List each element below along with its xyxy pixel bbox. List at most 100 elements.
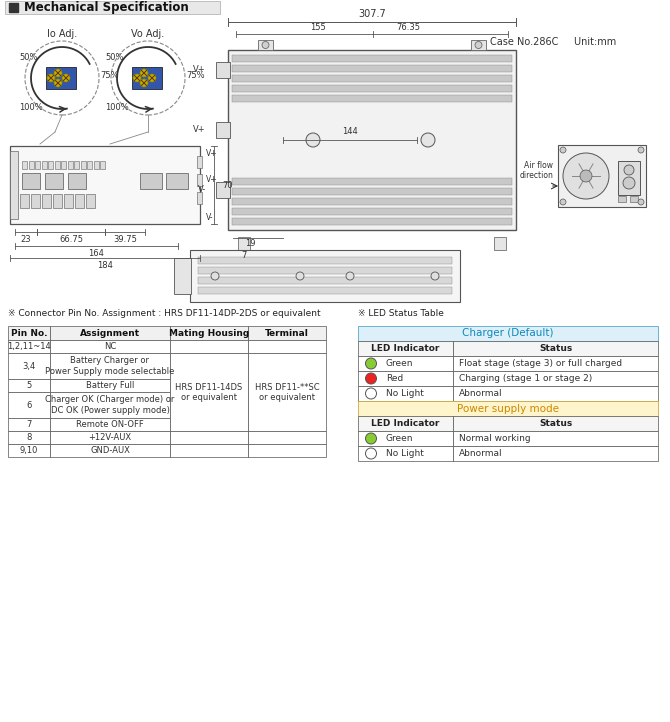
Bar: [216, 182, 230, 198]
Text: Power supply mode: Power supply mode: [457, 404, 559, 414]
Bar: [8, 326, 50, 340]
Bar: [216, 62, 230, 78]
Text: direction: direction: [519, 172, 553, 180]
Text: or equivalent: or equivalent: [181, 393, 237, 401]
Circle shape: [296, 272, 304, 280]
Text: 50%: 50%: [19, 53, 38, 62]
Text: V-: V-: [198, 186, 206, 194]
Bar: [453, 341, 658, 356]
Bar: [453, 386, 658, 401]
Bar: [198, 267, 452, 274]
Bar: [248, 353, 326, 431]
Bar: [471, 40, 486, 50]
Bar: [140, 173, 162, 189]
Text: Abnormal: Abnormal: [459, 389, 502, 398]
Text: LED Indicator: LED Indicator: [371, 344, 440, 353]
Bar: [68, 161, 72, 169]
Text: or equivalent: or equivalent: [259, 393, 315, 401]
Bar: [198, 287, 452, 294]
Text: Mating Housing: Mating Housing: [169, 329, 249, 337]
Bar: [35, 161, 40, 169]
Bar: [53, 194, 62, 208]
Bar: [197, 174, 202, 186]
Text: Red: Red: [386, 374, 403, 383]
Bar: [50, 379, 170, 392]
Text: 9,10: 9,10: [20, 446, 38, 455]
Bar: [190, 250, 460, 302]
Bar: [358, 431, 453, 446]
Text: Assignment: Assignment: [80, 329, 140, 337]
Text: 144: 144: [342, 128, 358, 136]
Bar: [5, 1, 220, 14]
Text: Air flow: Air flow: [524, 162, 553, 170]
Bar: [358, 341, 453, 356]
Text: 5: 5: [26, 381, 31, 390]
Bar: [630, 196, 638, 202]
Text: Status: Status: [539, 344, 572, 353]
Text: LED Indicator: LED Indicator: [371, 419, 440, 428]
Bar: [50, 418, 170, 431]
Circle shape: [306, 133, 320, 147]
Circle shape: [62, 74, 70, 82]
Text: 7: 7: [26, 420, 31, 429]
Bar: [9, 3, 18, 12]
Circle shape: [140, 79, 148, 87]
Text: Charger (Default): Charger (Default): [462, 329, 553, 339]
Bar: [618, 161, 640, 195]
Bar: [232, 198, 512, 205]
Bar: [170, 353, 248, 431]
Text: Case No.286C     Unit:mm: Case No.286C Unit:mm: [490, 37, 616, 47]
Circle shape: [638, 147, 644, 153]
Bar: [228, 50, 516, 230]
Text: Normal working: Normal working: [459, 434, 531, 443]
Bar: [232, 95, 512, 102]
Text: 184: 184: [97, 261, 113, 269]
Bar: [8, 431, 50, 444]
Bar: [10, 146, 200, 224]
Text: Mechanical Specification: Mechanical Specification: [24, 1, 189, 14]
Bar: [50, 326, 170, 340]
Bar: [358, 356, 453, 371]
Text: Battery Charger or: Battery Charger or: [70, 356, 149, 365]
Bar: [22, 161, 27, 169]
Bar: [494, 237, 506, 250]
Circle shape: [140, 69, 148, 77]
Bar: [8, 392, 50, 418]
Circle shape: [262, 41, 269, 48]
Text: No Light: No Light: [386, 389, 424, 398]
Text: HRS DF11-14DS: HRS DF11-14DS: [176, 383, 243, 391]
Bar: [248, 431, 326, 444]
Text: Pin No.: Pin No.: [11, 329, 48, 337]
Bar: [42, 194, 51, 208]
Text: ※ Connector Pin No. Assignment : HRS DF11-14DP-2DS or equivalent: ※ Connector Pin No. Assignment : HRS DF1…: [8, 310, 321, 318]
Text: NC: NC: [104, 342, 116, 351]
Bar: [358, 371, 453, 386]
Bar: [232, 65, 512, 72]
Bar: [170, 326, 248, 340]
Text: Green: Green: [386, 359, 413, 368]
Circle shape: [560, 199, 566, 205]
Text: DC OK (Power supply mode): DC OK (Power supply mode): [50, 406, 170, 414]
Bar: [94, 161, 98, 169]
Bar: [87, 161, 92, 169]
Bar: [248, 340, 326, 353]
Text: 76.35: 76.35: [396, 22, 420, 32]
Bar: [75, 194, 84, 208]
Bar: [358, 446, 453, 461]
Text: 1,2,11~14: 1,2,11~14: [7, 342, 51, 351]
Text: 19: 19: [245, 240, 255, 248]
Bar: [453, 431, 658, 446]
Bar: [618, 196, 626, 202]
Bar: [248, 444, 326, 457]
Bar: [232, 55, 512, 62]
Text: 164: 164: [88, 248, 105, 258]
Bar: [166, 173, 188, 189]
Text: Battery Full: Battery Full: [86, 381, 134, 390]
Bar: [68, 173, 86, 189]
Bar: [198, 257, 452, 264]
Bar: [50, 444, 170, 457]
Text: Terminal: Terminal: [265, 329, 309, 337]
Text: No Light: No Light: [386, 449, 424, 458]
Bar: [197, 156, 202, 168]
Circle shape: [366, 358, 377, 369]
